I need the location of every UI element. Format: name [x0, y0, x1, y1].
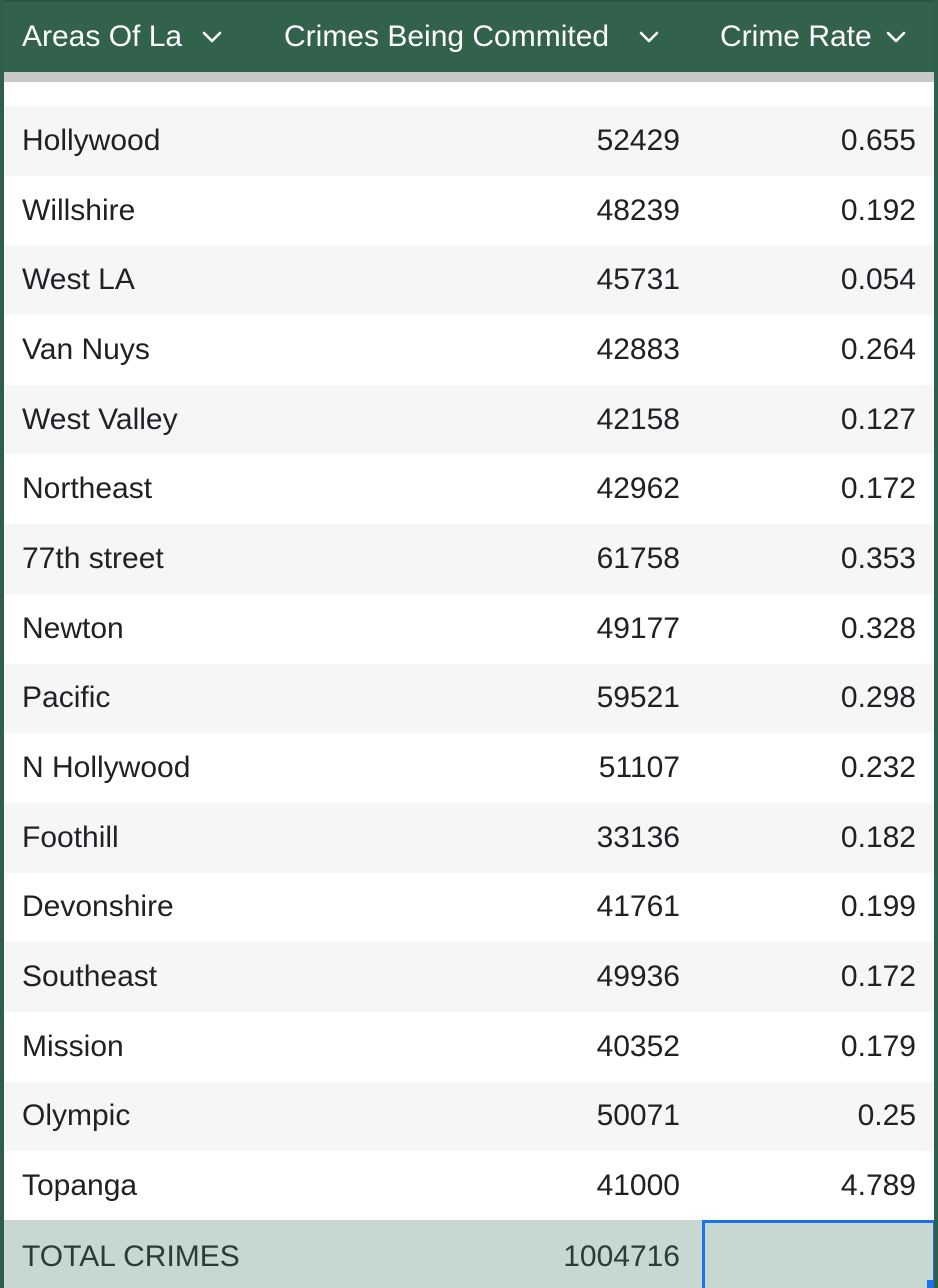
cell-crimes[interactable]: 33136: [596, 820, 680, 854]
cell-area[interactable]: West LA: [22, 263, 135, 297]
total-row: TOTAL CRIMES 1004716: [4, 1220, 934, 1288]
chevron-down-icon[interactable]: [637, 25, 661, 49]
cell-rate[interactable]: 0.172: [840, 472, 916, 506]
cell-rate[interactable]: 0.328: [840, 611, 916, 645]
table-row: Newton 49177 0.328: [4, 593, 934, 664]
fill-handle[interactable]: [927, 1280, 934, 1288]
cell-rate[interactable]: 0.264: [840, 332, 916, 366]
cell-area[interactable]: West Valley: [22, 402, 178, 436]
cell-rate[interactable]: 0.172: [840, 960, 916, 994]
table-row: 77th street 61758 0.353: [4, 524, 934, 594]
cell-area[interactable]: Southeast: [22, 960, 158, 994]
cell-area[interactable]: Newton: [22, 611, 124, 645]
column-header-rate[interactable]: Crime Rate: [720, 2, 934, 72]
column-header-rate-label: Crime Rate: [720, 20, 872, 53]
table-row: Olympic 50071 0.25: [4, 1081, 934, 1152]
cell-area[interactable]: N Hollywood: [22, 751, 191, 785]
table-row: Topanga 41000 4.789: [4, 1151, 934, 1221]
cell-crimes[interactable]: 48239: [596, 193, 680, 227]
selected-cell[interactable]: [702, 1220, 934, 1288]
table-row: Southeast 49936 0.172: [4, 942, 934, 1012]
cell-area[interactable]: 77th street: [22, 541, 164, 575]
cell-rate[interactable]: 0.179: [840, 1029, 916, 1063]
table-row: Devonshire 41761 0.199: [4, 872, 934, 943]
column-header-area[interactable]: Areas Of La: [22, 2, 262, 72]
cell-crimes[interactable]: 41761: [596, 890, 680, 924]
table-row: Van Nuys 42883 0.264: [4, 315, 934, 385]
total-crimes[interactable]: 1004716: [563, 1240, 680, 1273]
chevron-down-icon[interactable]: [884, 25, 908, 49]
table-row: Willshire 48239 0.192: [4, 175, 934, 246]
cell-rate[interactable]: 0.298: [840, 681, 916, 715]
cell-crimes[interactable]: 42883: [596, 332, 680, 366]
cell-rate[interactable]: 0.655: [840, 123, 916, 157]
cell-area[interactable]: Olympic: [22, 1099, 131, 1133]
column-header-area-label: Areas Of La: [22, 20, 183, 53]
cell-area[interactable]: Mission: [22, 1029, 124, 1063]
cell-crimes[interactable]: 49936: [596, 960, 680, 994]
cell-crimes[interactable]: 40352: [596, 1029, 680, 1063]
chevron-down-icon[interactable]: [200, 25, 224, 49]
table-body: Hollywood 52429 0.655 Willshire 48239 0.192 We…: [4, 106, 934, 1221]
cell-area[interactable]: Hollywood: [22, 123, 161, 157]
table-row: West LA 45731 0.054: [4, 245, 934, 316]
cell-crimes[interactable]: 42158: [596, 402, 680, 436]
table-row: Hollywood 52429 0.655: [4, 106, 934, 176]
cell-crimes[interactable]: 52429: [596, 123, 680, 157]
cell-crimes[interactable]: 61758: [596, 541, 680, 575]
cell-crimes[interactable]: 49177: [596, 611, 680, 645]
cell-area[interactable]: Topanga: [22, 1169, 138, 1203]
table-row: N Hollywood 51107 0.232: [4, 733, 934, 803]
cell-rate[interactable]: 4.789: [840, 1169, 916, 1203]
header-divider: [4, 72, 934, 82]
cell-crimes[interactable]: 59521: [596, 681, 680, 715]
table-row: Pacific 59521 0.298: [4, 663, 934, 734]
cell-rate[interactable]: 0.127: [840, 402, 916, 436]
table-row: West Valley 42158 0.127: [4, 384, 934, 455]
total-label[interactable]: TOTAL CRIMES: [22, 1240, 240, 1273]
cell-crimes[interactable]: 41000: [596, 1169, 680, 1203]
cell-rate[interactable]: 0.192: [840, 193, 916, 227]
cell-rate[interactable]: 0.182: [840, 820, 916, 854]
cell-rate[interactable]: 0.199: [840, 890, 916, 924]
cell-area[interactable]: Foothill: [22, 820, 119, 854]
cell-rate[interactable]: 0.353: [840, 541, 916, 575]
cell-rate[interactable]: 0.232: [840, 751, 916, 785]
cell-area[interactable]: Van Nuys: [22, 332, 150, 366]
table-row: Foothill 33136 0.182: [4, 802, 934, 873]
cell-crimes[interactable]: 50071: [596, 1099, 680, 1133]
column-header-crimes[interactable]: Crimes Being Commited: [284, 2, 694, 72]
cell-area[interactable]: Devonshire: [22, 890, 174, 924]
cell-crimes[interactable]: 51107: [598, 751, 680, 785]
cell-area[interactable]: Pacific: [22, 681, 111, 715]
cell-area[interactable]: Northeast: [22, 472, 153, 506]
cell-crimes[interactable]: 42962: [596, 472, 680, 506]
table-row: Northeast 42962 0.172: [4, 454, 934, 525]
cell-rate[interactable]: 0.25: [857, 1099, 916, 1133]
cell-area[interactable]: Willshire: [22, 193, 136, 227]
cell-rate[interactable]: 0.054: [840, 263, 916, 297]
cell-crimes[interactable]: 45731: [596, 263, 680, 297]
table-row-partial: [4, 82, 934, 106]
column-header-crimes-label: Crimes Being Commited: [284, 20, 610, 53]
table-header: Areas Of La Crimes Being Commited Crime …: [4, 0, 934, 72]
table-row: Mission 40352 0.179: [4, 1011, 934, 1082]
